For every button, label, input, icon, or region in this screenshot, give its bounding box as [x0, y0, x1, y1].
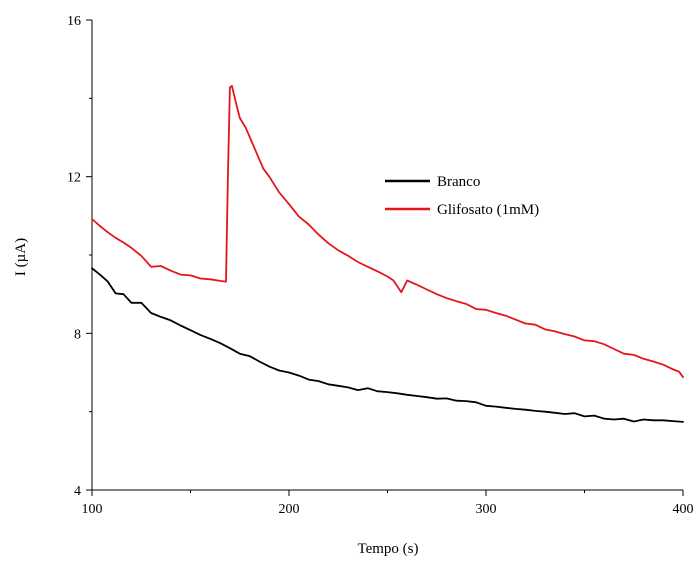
ticks: 100 200 300 400 4 8 12 16	[67, 14, 694, 517]
x-tick-label: 100	[82, 502, 103, 517]
y-axis-title: I (µA)	[13, 238, 29, 276]
legend-label-2: Glifosato (1mM)	[437, 202, 539, 218]
y-tick-label: 4	[74, 484, 81, 499]
y-tick-label: 8	[74, 327, 81, 342]
series-layer	[91, 84, 684, 423]
x-axis-title: Tempo (s)	[357, 541, 418, 557]
legend: Branco Glifosato (1mM)	[385, 174, 539, 218]
y-tick-label: 12	[67, 171, 81, 186]
y-tick-label: 16	[67, 14, 81, 29]
x-tick-label: 300	[476, 502, 497, 517]
x-tick-label: 200	[279, 502, 300, 517]
legend-label-1: Branco	[437, 174, 480, 190]
x-tick-label: 400	[673, 502, 694, 517]
series-line-2	[91, 84, 684, 379]
series-line-1	[91, 267, 684, 423]
axes	[91, 20, 683, 491]
